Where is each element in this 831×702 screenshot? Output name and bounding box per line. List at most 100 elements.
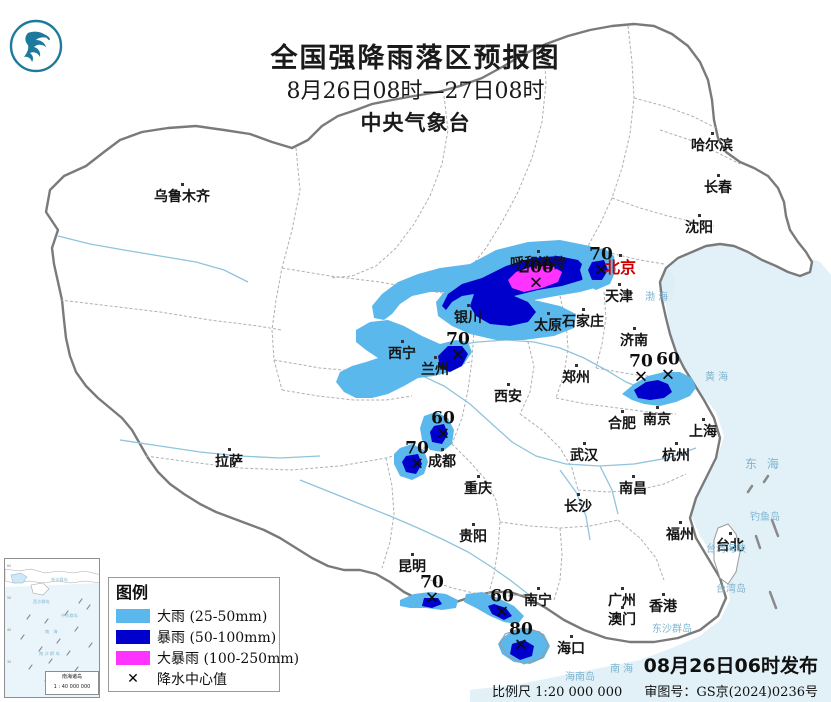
rain-center-marker: 70 ✕	[405, 440, 429, 475]
rainstorm-guangxi	[488, 604, 512, 620]
rainstorm-beijing	[588, 260, 608, 280]
city-name: 西安	[494, 389, 522, 405]
city-label: 南宁	[524, 587, 552, 609]
severe-rainstorm-north	[508, 266, 562, 292]
rain-center-value: 60	[656, 349, 680, 370]
city-label: 拉萨	[215, 448, 243, 470]
city-dot-icon	[180, 183, 184, 186]
svg-text:40: 40	[7, 628, 11, 632]
city-name: 杭州	[662, 448, 690, 464]
city-name: 呼和浩特	[510, 256, 566, 272]
city-dot-icon	[632, 327, 636, 330]
city-dot-icon	[618, 254, 622, 257]
rain-center-value: 70	[589, 244, 613, 265]
city-name: 长春	[704, 180, 732, 196]
city-name: 海口	[557, 641, 585, 657]
rain-center-x-icon: ✕	[660, 365, 676, 386]
city-label: 澳门	[608, 606, 636, 627]
rain-area-hainan	[498, 628, 550, 664]
city-name: 拉萨	[215, 454, 243, 470]
rain-center-x-icon: ✕	[409, 454, 425, 475]
inset-caption: 南海诸岛	[61, 674, 82, 680]
city-label: 重庆	[464, 475, 492, 496]
city-dot-icon	[697, 214, 701, 217]
legend-item: 大暴雨 (100-250mm)	[116, 647, 299, 668]
city-name: 天津	[605, 289, 633, 305]
city-label: 昆明	[398, 553, 426, 575]
sea-label: 台湾岛	[716, 584, 746, 595]
city-name: 郑州	[562, 370, 590, 386]
city-name: 兰州	[421, 362, 449, 378]
city-dot-icon	[678, 521, 682, 524]
city-label: 武汉	[570, 442, 598, 463]
rain-area-gansu	[336, 320, 472, 398]
city-label: 郑州	[562, 364, 590, 386]
city-label: 银川	[454, 304, 482, 325]
sea-label: 东 海	[745, 457, 782, 471]
city-name: 贵阳	[459, 529, 487, 545]
city-name: 南宁	[524, 593, 552, 609]
sea-label: 渤 海	[645, 292, 669, 303]
svg-text:东沙群岛: 东沙群岛	[51, 576, 68, 583]
city-label: 台北	[716, 532, 744, 553]
city-name: 西宁	[388, 346, 416, 362]
city-name: 香港	[649, 599, 677, 615]
svg-text:50: 50	[7, 596, 11, 600]
sea-label: 钓鱼岛	[750, 512, 780, 523]
rain-area-beijing	[580, 248, 616, 290]
rain-area-sichuan-north	[420, 412, 454, 452]
legend-item: ✕ 降水中心值	[116, 668, 272, 689]
legend-item-label: 降水中心值	[157, 671, 227, 688]
sea-label: 黄 海	[705, 372, 729, 383]
city-name: 南昌	[619, 481, 647, 497]
inset-scale: 南海诸岛 1 : 40 000 000	[45, 671, 99, 695]
south-china-sea-inset: 东沙群岛 西沙群岛 中沙群岛 南 沙 群 岛 南 海 60 50 40 30 南海诸…	[4, 558, 100, 698]
city-label: 长沙	[564, 493, 592, 514]
map-scale: 比例尺 1:20 000 000	[492, 685, 623, 700]
city-label: 呼和浩特	[510, 250, 566, 272]
city-name: 福州	[666, 527, 694, 543]
sea-label: 东沙群岛	[652, 624, 692, 635]
rain-center-value: 80	[509, 619, 533, 640]
city-label: 天津	[605, 283, 633, 305]
city-name: 北京	[603, 258, 637, 277]
svg-text:中沙群岛: 中沙群岛	[61, 612, 78, 619]
rain-center-marker: 60 ✕	[431, 408, 455, 444]
legend-item-label: 大雨 (25-50mm)	[157, 608, 268, 625]
city-dot-icon	[536, 250, 540, 253]
rain-center-x-icon: ✕	[633, 367, 649, 388]
city-dot-icon	[466, 304, 470, 307]
rain-center-marker: 60 ✕	[656, 349, 680, 386]
rain-area-chengdu	[394, 444, 428, 480]
city-label: 海口	[557, 635, 585, 657]
inset-scale-value: 1 : 40 000 000	[53, 684, 91, 690]
city-label: 杭州	[662, 442, 690, 464]
rain-area-north-main	[372, 240, 612, 340]
legend-color-swatch	[116, 608, 150, 623]
rainstorm-yunnan	[422, 598, 442, 608]
svg-text:南 沙 群 岛: 南 沙 群 岛	[39, 650, 60, 657]
city-name: 济南	[620, 333, 648, 349]
island-marks	[746, 474, 780, 610]
city-dot-icon	[655, 406, 659, 409]
rain-center-x-icon: ✕	[450, 345, 466, 366]
city-name: 昆明	[398, 559, 426, 575]
province-borders	[59, 25, 741, 601]
rain-center-value: 60	[431, 408, 455, 429]
legend-item: 大雨 (25-50mm)	[116, 605, 272, 626]
city-dot-icon	[620, 587, 624, 590]
rain-center-marker: 200 ✕	[518, 259, 554, 293]
rainstorm-jiangsu	[634, 380, 672, 400]
legend-x-icon: ✕	[127, 670, 139, 687]
sea-label: 海南岛	[565, 672, 595, 683]
city-label: 西安	[494, 383, 522, 405]
city-label: 济南	[620, 327, 648, 349]
city-name: 哈尔滨	[691, 138, 733, 154]
city-dot-icon	[576, 493, 580, 496]
city-label: 福州	[666, 521, 694, 543]
city-label: 贵阳	[459, 523, 487, 545]
city-name: 太原	[534, 318, 562, 334]
sea-label: 台湾海峡	[706, 544, 746, 555]
city-dot-icon	[476, 475, 480, 478]
